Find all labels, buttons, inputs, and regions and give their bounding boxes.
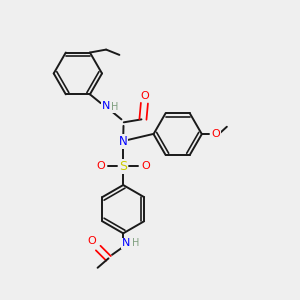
Text: O: O [212,129,220,139]
Text: O: O [142,161,150,172]
Text: N: N [122,238,130,248]
Text: H: H [132,238,139,248]
Text: O: O [96,161,105,172]
Text: N: N [102,101,110,111]
Text: O: O [87,236,96,246]
Text: H: H [111,102,118,112]
Text: N: N [119,135,128,148]
Text: O: O [140,91,149,101]
Text: S: S [119,160,127,173]
